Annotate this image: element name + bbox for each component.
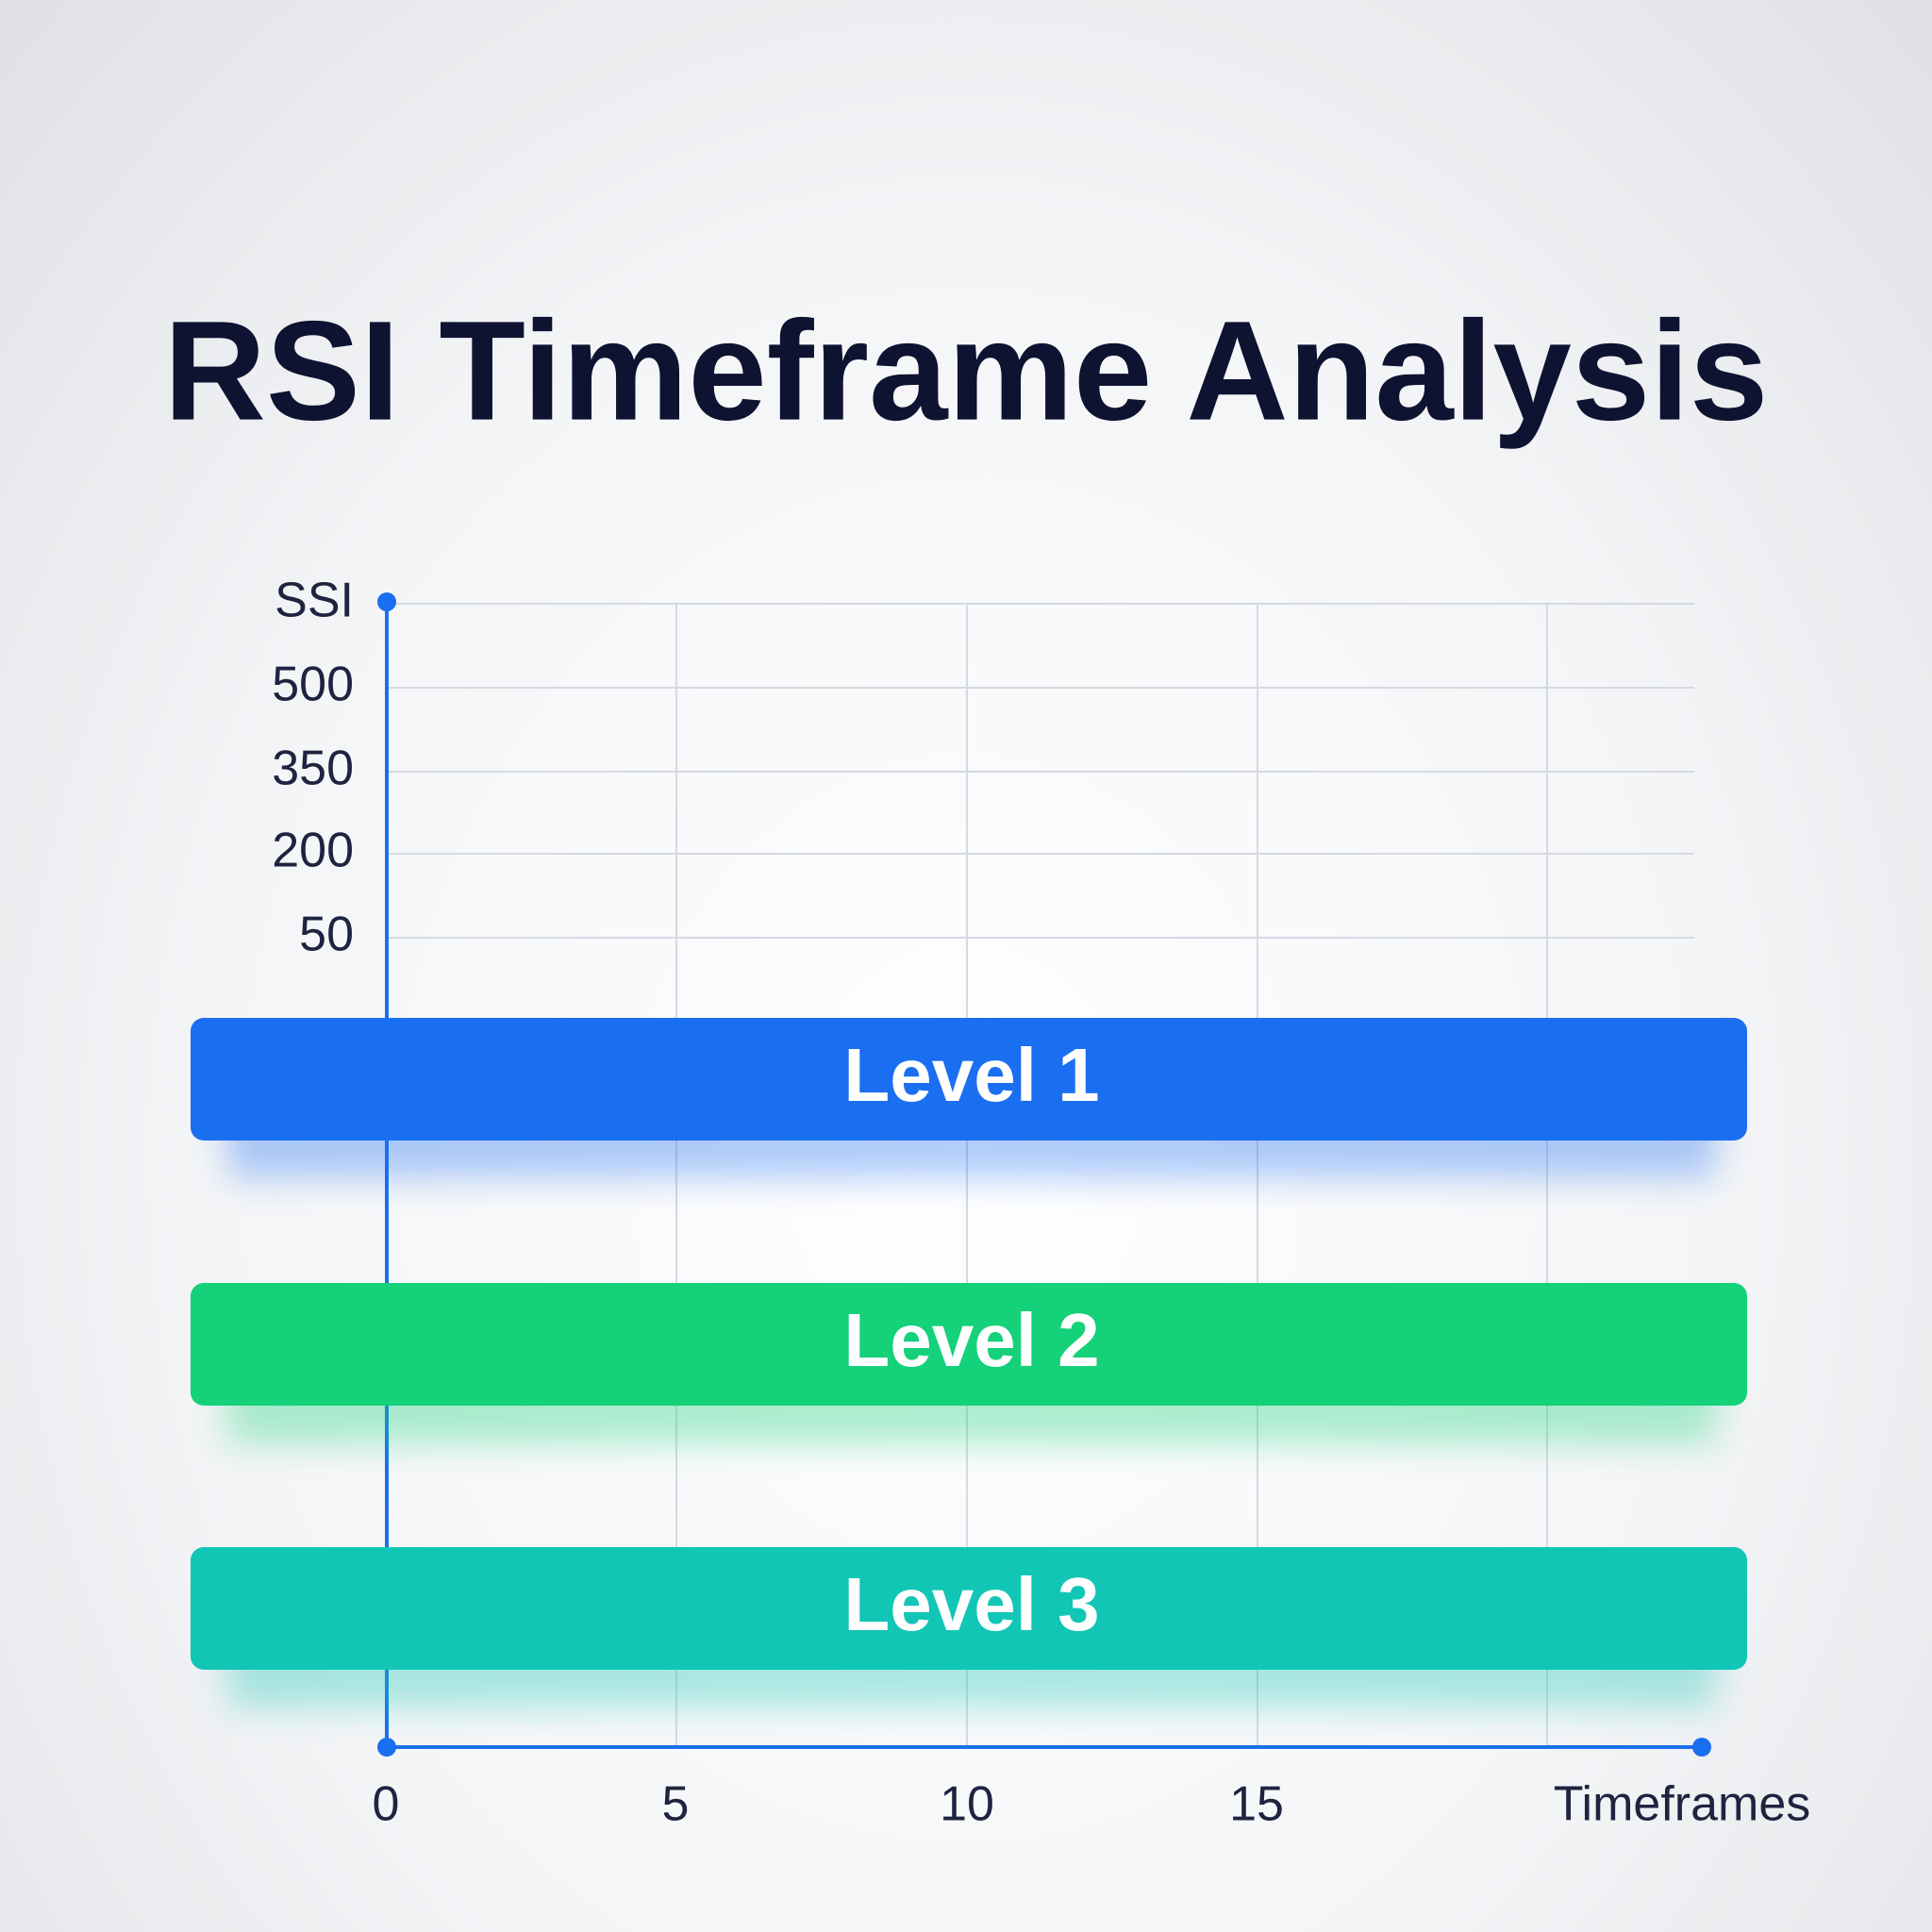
axis-dot: [377, 592, 396, 611]
x-labels: 0 5 10 15: [373, 1777, 1284, 1832]
y-tick-label: 200: [272, 824, 354, 878]
y-labels: SSI 500 350 200 50: [272, 574, 354, 962]
bar-label: Level 3: [843, 1562, 1099, 1646]
y-tick-label: 50: [299, 908, 354, 962]
x-tick-label: 5: [662, 1777, 690, 1832]
axis-dot: [1692, 1738, 1711, 1757]
y-tick-label: 350: [272, 741, 354, 796]
y-tick-label: 500: [272, 658, 354, 712]
level-bar: Level 1: [191, 1018, 1747, 1178]
bar: [191, 1018, 1747, 1141]
bar: [191, 1547, 1747, 1670]
bar-label: Level 2: [843, 1298, 1099, 1382]
x-tick-label: 0: [373, 1777, 400, 1832]
y-tick-label: SSI: [275, 574, 354, 628]
x-tick-label: 10: [940, 1777, 994, 1832]
level-bar: Level 2: [191, 1283, 1747, 1443]
chart-title: RSI Timeframe Analysis: [164, 291, 1769, 450]
x-axis-title: Timeframes: [1554, 1777, 1811, 1832]
bar: [191, 1283, 1747, 1406]
level-bar: Level 3: [191, 1547, 1747, 1707]
bar-label: Level 1: [843, 1033, 1099, 1117]
axis-dot: [377, 1738, 396, 1757]
x-tick-label: 15: [1229, 1777, 1284, 1832]
levels: Level 1 Level 2 Level 3: [191, 1018, 1747, 1707]
